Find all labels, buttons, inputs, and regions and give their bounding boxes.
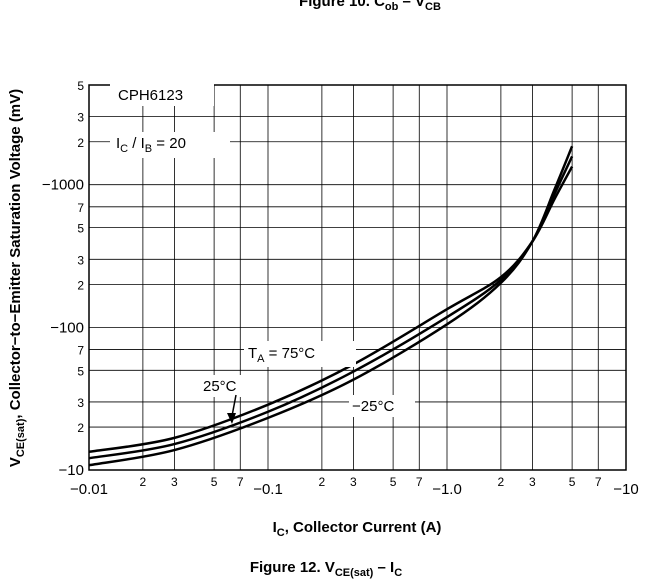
- x-tick-label: −1.0: [432, 481, 462, 498]
- curve: [88, 145, 574, 467]
- text-part: , Collector Current (A): [285, 519, 442, 536]
- text-part: = 20: [152, 135, 186, 152]
- text-part: CPH6123: [118, 87, 183, 104]
- y-tick-label: 2: [77, 421, 84, 435]
- text-part: – I: [373, 559, 394, 576]
- text-part: ob: [385, 1, 399, 13]
- text-part: / I: [128, 135, 145, 152]
- y-tick-label: 7: [77, 201, 84, 215]
- y-tick-label: 5: [77, 79, 84, 93]
- text-part: CE(sat): [335, 567, 374, 579]
- y-tick-label: −10: [59, 462, 84, 479]
- text-part: = 75°C: [265, 345, 316, 362]
- text-part: C: [277, 527, 285, 539]
- y-tick-label: 3: [77, 253, 84, 267]
- y-tick-label: 7: [77, 343, 84, 357]
- x-tick-label: 3: [529, 475, 536, 489]
- x-tick-label: 2: [319, 475, 326, 489]
- text-part: B: [145, 143, 152, 155]
- annotation: TA = 75°C: [248, 345, 315, 365]
- annotation: 25°C: [203, 378, 237, 395]
- arrow: [231, 394, 237, 417]
- annotation: −25°C: [352, 398, 394, 415]
- x-axis-title: IC, Collector Current (A): [273, 519, 442, 539]
- cropped-title: Figure 10. Cob – VCB: [299, 0, 441, 13]
- y-tick-label: 3: [77, 111, 84, 125]
- text-part: – V: [398, 0, 425, 10]
- x-tick-label: 2: [140, 475, 147, 489]
- label-bg: [244, 341, 356, 367]
- text-part: Figure 10. C: [299, 0, 385, 10]
- text-part: 25°C: [203, 378, 237, 395]
- y-tick-label: 5: [77, 222, 84, 236]
- label-bg: [200, 375, 242, 397]
- label-bg: [110, 132, 230, 158]
- y-axis-title: VCE(sat), Collector−to−Emitter Saturatio…: [7, 89, 27, 467]
- text-part: V: [7, 457, 24, 467]
- text-part: I: [273, 519, 277, 536]
- text-part: T: [248, 345, 257, 362]
- x-tick-label: 7: [416, 475, 423, 489]
- x-tick-label: 3: [350, 475, 357, 489]
- y-tick-label: 5: [77, 364, 84, 378]
- y-tick-label: −1000: [42, 177, 84, 194]
- x-tick-label: 7: [595, 475, 602, 489]
- x-tick-label: −0.1: [253, 481, 283, 498]
- text-part: CB: [425, 1, 441, 13]
- x-tick-label: 5: [211, 475, 218, 489]
- x-tick-label: 5: [390, 475, 397, 489]
- text-part: C: [394, 567, 402, 579]
- text-part: , Collector−to−Emitter Saturation Voltag…: [7, 89, 24, 419]
- y-tick-label: −100: [50, 319, 84, 336]
- curve: [88, 165, 574, 454]
- arrow-head: [227, 413, 236, 424]
- chart-title: Figure 12. VCE(sat) – IC: [250, 559, 402, 579]
- curve: [88, 155, 574, 460]
- text-part: A: [257, 353, 265, 365]
- x-tick-label: 2: [498, 475, 505, 489]
- x-tick-label: 5: [569, 475, 576, 489]
- text-part: CE(sat): [15, 418, 27, 457]
- text-part: −25°C: [352, 398, 394, 415]
- text-part: Figure 12. V: [250, 559, 335, 576]
- text-part: I: [116, 135, 120, 152]
- y-tick-label: 3: [77, 396, 84, 410]
- label-bg: [110, 82, 214, 106]
- y-tick-label: 2: [77, 278, 84, 292]
- text-part: C: [120, 143, 128, 155]
- x-tick-label: 7: [237, 475, 244, 489]
- annotation: CPH6123: [118, 87, 183, 104]
- y-tick-label: 2: [77, 136, 84, 150]
- annotation: IC / IB = 20: [116, 135, 186, 155]
- label-bg: [349, 395, 415, 417]
- x-tick-label: 3: [171, 475, 178, 489]
- x-tick-label: −0.01: [70, 481, 108, 498]
- x-tick-label: −10: [613, 481, 638, 498]
